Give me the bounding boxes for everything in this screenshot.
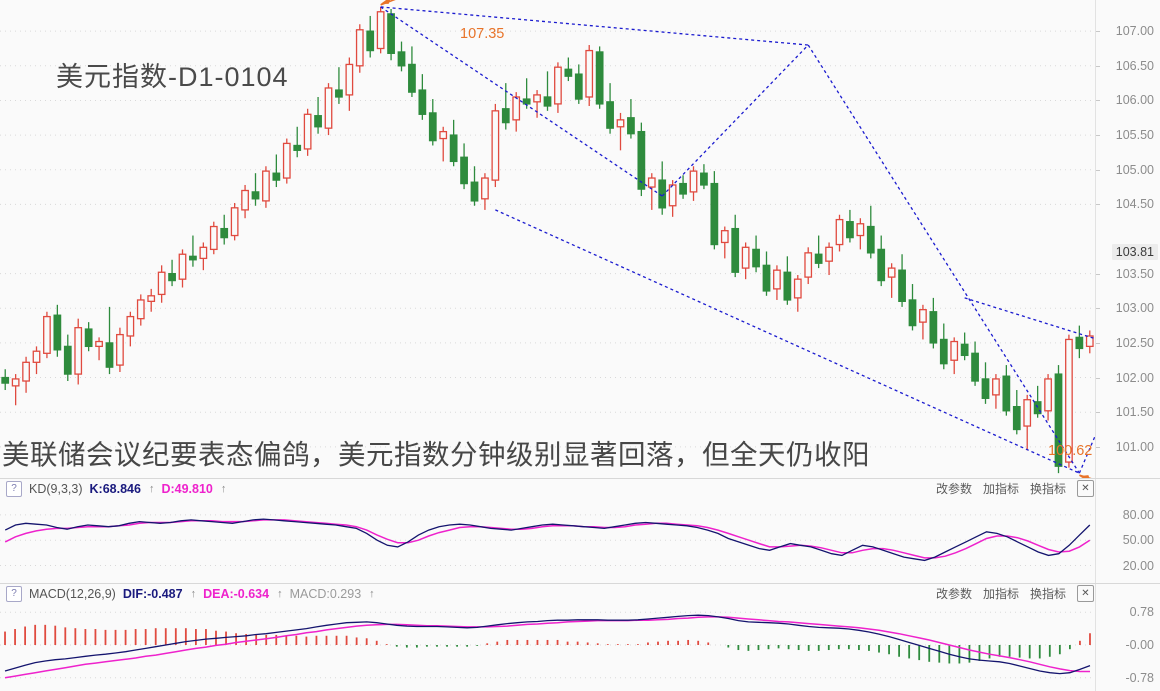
macd-axis: 0.78 -0.00 -0.78 [1095,584,1160,691]
axis-tick [1096,308,1100,310]
kd-d-value: D:49.810 [161,481,213,496]
price-axis-label: 105.50 [1115,128,1154,143]
macd-indicator-panel: ? MACD(12,26,9) DIF:-0.487 ↑ DEA:-0.634 … [0,583,1160,691]
price-axis-label: 103.00 [1115,301,1154,316]
macd-hist-value: MACD:0.293 [289,586,362,601]
axis-tick [1096,100,1100,102]
help-icon[interactable]: ? [6,480,22,497]
kd-switch-indicator-button[interactable]: 换指标 [1029,482,1066,496]
low-annotation: 100.62 [1048,443,1093,459]
kd-header: ? KD(9,3,3) K:68.846 ↑ D:49.810 ↑ [0,479,1095,498]
kd-plot[interactable] [0,479,1095,583]
chart-title: 美元指数-D1-0104 [56,62,289,92]
price-axis-label: 102.50 [1115,335,1154,350]
kd-k-value: K:68.846 [89,481,141,496]
price-axis-label: 102.00 [1115,370,1154,385]
macd-axis-label: 0.78 [1129,605,1154,620]
macd-header: ? MACD(12,26,9) DIF:-0.487 ↑ DEA:-0.634 … [0,584,1095,603]
axis-tick [1096,169,1100,171]
axis-tick [1096,342,1100,344]
axis-tick [1096,412,1100,414]
price-axis-label: 101.50 [1115,405,1154,420]
price-axis-label: 107.00 [1115,24,1154,39]
macd-indicator-label: MACD(12,26,9) [29,586,116,601]
macd-change-params-button[interactable]: 改参数 [935,587,972,601]
axis-tick [1096,273,1100,275]
kd-d-trend-icon: ↑ [220,482,227,495]
price-axis-label: 101.00 [1115,439,1154,454]
kd-close-icon[interactable]: ✕ [1077,480,1094,497]
macd-axis-label: -0.00 [1125,638,1155,652]
macd-dea-value: DEA:-0.634 [203,586,270,601]
axis-tick [1096,31,1100,33]
axis-tick [1096,135,1100,137]
price-chart-panel: 美元指数-D1-0104 美联储会议纪要表态偏鸽，美元指数分钟级别显著回落，但全… [0,0,1160,478]
price-axis[interactable]: 107.00 106.50 106.00 105.50 105.00 104.50 103.… [1095,0,1160,478]
macd-hist-trend-icon: ↑ [369,587,375,600]
price-axis-label: 105.00 [1115,162,1154,177]
macd-dea-trend-icon: ↑ [277,587,283,600]
macd-axis-label: -0.78 [1125,670,1155,685]
price-axis-label: 103.81 [1111,244,1158,261]
candlestick-plot[interactable] [0,0,1095,478]
help-icon[interactable]: ? [6,585,22,602]
kd-axis-label: 20.00 [1122,558,1154,573]
kd-k-trend-icon: ↑ [148,482,155,495]
axis-tick [1096,65,1100,67]
macd-controls: 改参数 加指标 换指标 ✕ [936,584,1094,603]
kd-axis: 80.00 50.00 20.00 [1095,479,1160,583]
kd-change-params-button[interactable]: 改参数 [935,482,972,496]
price-axis-label: 103.50 [1115,266,1154,281]
macd-dif-value: DIF:-0.487 [122,586,183,601]
kd-controls: 改参数 加指标 换指标 ✕ [936,479,1094,498]
price-axis-label: 106.50 [1115,58,1154,73]
macd-add-indicator-button[interactable]: 加指标 [982,587,1019,601]
macd-dif-trend-icon: ↑ [190,587,197,600]
axis-tick [1096,377,1100,379]
macd-plot[interactable] [0,584,1095,691]
price-axis-label: 104.50 [1115,197,1154,212]
axis-tick [1096,446,1100,448]
kd-axis-label: 50.00 [1122,533,1154,548]
axis-tick [1096,204,1100,206]
macd-close-icon[interactable]: ✕ [1077,585,1094,602]
price-axis-label: 106.00 [1115,93,1154,108]
kd-indicator-panel: ? KD(9,3,3) K:68.846 ↑ D:49.810 ↑ 改参数 加指… [0,478,1160,583]
high-annotation: 107.35 [460,26,505,42]
chart-caption: 美联储会议纪要表态偏鸽，美元指数分钟级别显著回落，但全天仍收阳 [2,439,870,470]
kd-axis-label: 80.00 [1122,507,1154,522]
kd-indicator-label: KD(9,3,3) [29,481,83,496]
kd-add-indicator-button[interactable]: 加指标 [982,482,1019,496]
macd-switch-indicator-button[interactable]: 换指标 [1029,587,1066,601]
